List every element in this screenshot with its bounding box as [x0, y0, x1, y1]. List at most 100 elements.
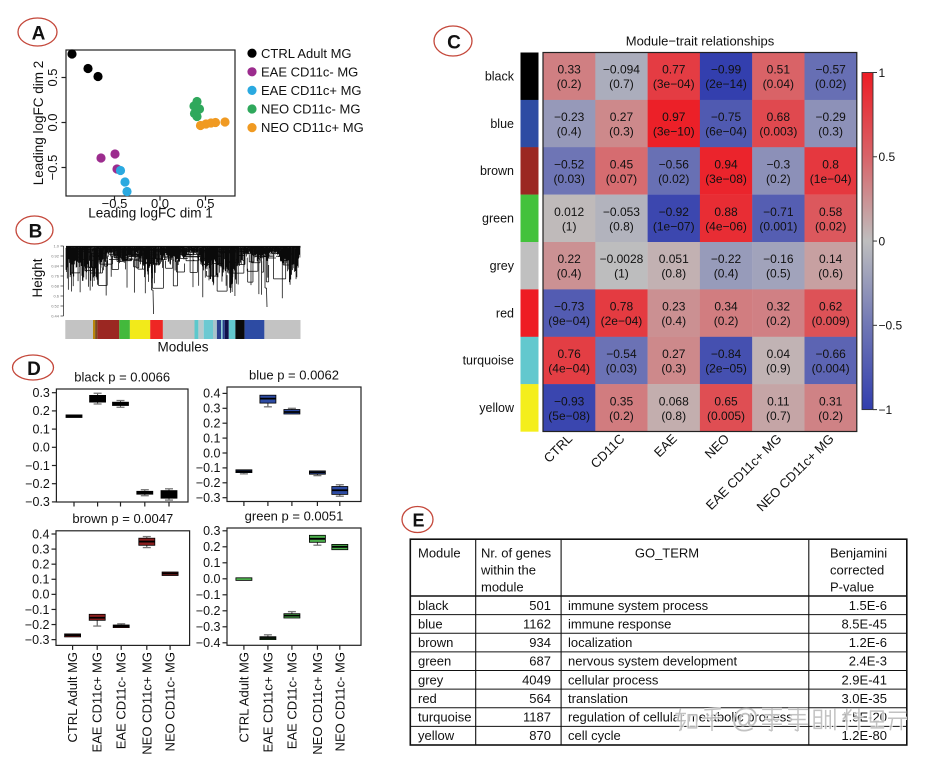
svg-text:NEO CD11c+ MG: NEO CD11c+ MG [139, 652, 154, 755]
svg-text:(0.005): (0.005) [707, 409, 745, 423]
svg-text:0.2: 0.2 [203, 417, 220, 431]
svg-text:1.5E-6: 1.5E-6 [849, 598, 887, 613]
svg-text:−0.54: −0.54 [606, 347, 637, 361]
svg-text:(0.9): (0.9) [766, 361, 791, 375]
svg-text:−1: −1 [879, 403, 893, 417]
svg-text:B: B [29, 222, 43, 243]
svg-text:0.4: 0.4 [203, 387, 220, 401]
svg-text:−0.5: −0.5 [879, 319, 903, 333]
svg-text:Leading logFC dim 1: Leading logFC dim 1 [88, 206, 213, 221]
svg-text:−0.84: −0.84 [711, 347, 742, 361]
svg-text:−0.1: −0.1 [25, 459, 50, 473]
svg-text:E: E [412, 511, 424, 531]
svg-text:NEO CD11c- MG: NEO CD11c- MG [261, 102, 360, 117]
svg-text:−0.3: −0.3 [25, 495, 50, 509]
svg-text:EAE CD11c+ MG: EAE CD11c+ MG [261, 83, 362, 98]
svg-text:(0.4): (0.4) [557, 125, 582, 139]
svg-text:(0.4): (0.4) [557, 267, 582, 281]
svg-text:−0.16: −0.16 [763, 252, 794, 266]
svg-text:0.27: 0.27 [610, 110, 634, 124]
svg-text:(1): (1) [562, 219, 577, 233]
svg-text:(0.4): (0.4) [661, 314, 686, 328]
svg-text:turquoise: turquoise [463, 354, 514, 368]
svg-text:yellow: yellow [479, 401, 515, 415]
svg-text:immune response: immune response [568, 616, 671, 631]
svg-text:0.52: 0.52 [51, 304, 60, 309]
svg-text:0.1: 0.1 [203, 431, 220, 445]
svg-text:(0.2): (0.2) [557, 77, 582, 91]
svg-text:(0.4): (0.4) [714, 267, 739, 281]
svg-text:(0.03): (0.03) [553, 172, 584, 186]
svg-text:NEO CD11c+ MG: NEO CD11c+ MG [310, 652, 325, 755]
svg-text:(4e−06): (4e−06) [705, 219, 747, 233]
svg-text:(0.7): (0.7) [609, 77, 634, 91]
svg-text:0.1: 0.1 [32, 573, 49, 587]
svg-text:0.44: 0.44 [51, 314, 60, 319]
svg-text:0.1: 0.1 [33, 422, 50, 436]
svg-text:−0.71: −0.71 [763, 205, 794, 219]
svg-text:black: black [485, 69, 515, 83]
svg-text:blue p = 0.0062: blue p = 0.0062 [249, 368, 339, 383]
svg-text:2.9E-41: 2.9E-41 [841, 672, 887, 687]
svg-text:−0.57: −0.57 [815, 63, 846, 77]
svg-text:0.84: 0.84 [51, 264, 60, 269]
svg-text:−0.23: −0.23 [554, 110, 585, 124]
svg-text:black p = 0.0066: black p = 0.0066 [74, 370, 170, 385]
svg-text:0.5: 0.5 [196, 196, 214, 211]
svg-text:EAE CD11c+ MG: EAE CD11c+ MG [260, 652, 275, 753]
svg-text:0.22: 0.22 [557, 252, 581, 266]
svg-text:(3e−08): (3e−08) [705, 172, 747, 186]
svg-text:−0.5: −0.5 [102, 196, 128, 211]
svg-text:−0.92: −0.92 [659, 205, 690, 219]
svg-text:(1): (1) [614, 267, 629, 281]
svg-text:0.5: 0.5 [45, 68, 60, 86]
svg-text:EAE CD11c- MG: EAE CD11c- MG [261, 64, 358, 79]
svg-text:(0.2): (0.2) [714, 314, 739, 328]
svg-text:0.1: 0.1 [203, 556, 220, 570]
svg-text:CTRL Adult MG: CTRL Adult MG [236, 652, 251, 743]
svg-text:−0.22: −0.22 [711, 252, 742, 266]
svg-text:−0.053: −0.053 [603, 205, 640, 219]
svg-text:1: 1 [879, 66, 886, 80]
svg-text:EAE CD11c- MG: EAE CD11c- MG [284, 652, 299, 749]
svg-text:0.34: 0.34 [714, 300, 738, 314]
svg-text:brown: brown [480, 164, 514, 178]
svg-text:0.0: 0.0 [203, 572, 220, 586]
svg-text:0.77: 0.77 [662, 63, 686, 77]
svg-text:0.27: 0.27 [662, 347, 686, 361]
svg-text:0.78: 0.78 [610, 300, 634, 314]
svg-text:−0.4: −0.4 [196, 636, 221, 650]
svg-text:(0.07): (0.07) [606, 172, 637, 186]
svg-text:0.33: 0.33 [557, 63, 581, 77]
svg-text:(2e−04): (2e−04) [601, 314, 643, 328]
svg-text:−0.3: −0.3 [196, 491, 221, 505]
svg-text:(1e−07): (1e−07) [653, 219, 695, 233]
svg-text:GO_TERM: GO_TERM [635, 546, 699, 561]
svg-text:NEO CD11c+ MG: NEO CD11c+ MG [261, 120, 364, 135]
svg-text:red: red [418, 691, 437, 706]
svg-text:0.2: 0.2 [33, 404, 50, 418]
svg-text:1.2E-6: 1.2E-6 [849, 635, 887, 650]
svg-text:0.8: 0.8 [822, 157, 839, 171]
svg-text:translation: translation [568, 691, 628, 706]
svg-text:C: C [447, 33, 461, 54]
svg-text:green: green [482, 212, 514, 226]
svg-text:0.04: 0.04 [767, 347, 791, 361]
svg-text:red: red [496, 306, 514, 320]
svg-text:grey: grey [418, 672, 444, 687]
svg-text:NEO CD11c- MG: NEO CD11c- MG [332, 652, 347, 751]
svg-text:−0.66: −0.66 [815, 347, 846, 361]
svg-text:brown: brown [418, 635, 453, 650]
svg-text:−0.2: −0.2 [25, 477, 50, 491]
svg-text:(0.2): (0.2) [766, 172, 791, 186]
svg-text:0.2: 0.2 [32, 557, 49, 571]
svg-text:0.31: 0.31 [819, 394, 843, 408]
svg-text:2.4E-3: 2.4E-3 [849, 654, 887, 669]
svg-text:−0.5: −0.5 [45, 155, 60, 181]
svg-text:(2e−14): (2e−14) [705, 77, 747, 91]
svg-text:−0.3: −0.3 [196, 620, 221, 634]
svg-text:0.5: 0.5 [879, 150, 896, 164]
svg-text:564: 564 [529, 691, 551, 706]
svg-text:0.51: 0.51 [767, 63, 791, 77]
svg-text:0.92: 0.92 [51, 254, 60, 259]
